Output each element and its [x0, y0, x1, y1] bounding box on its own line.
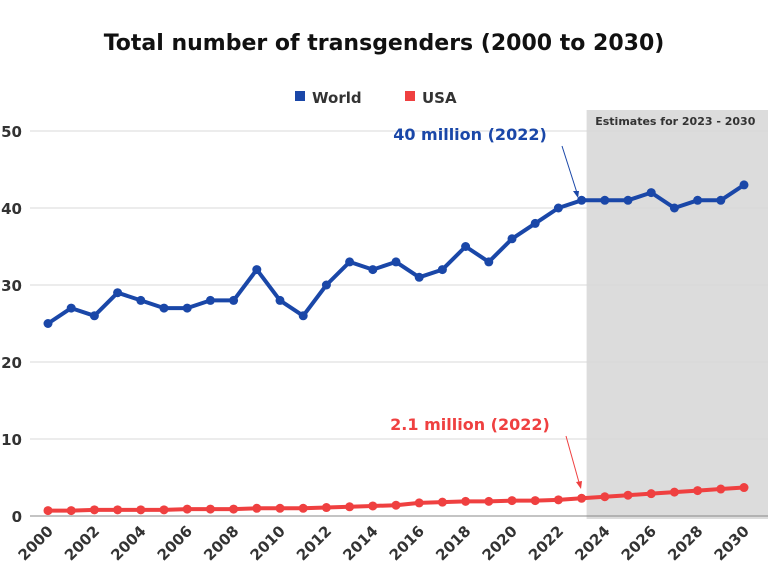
data-point: [113, 288, 123, 298]
data-point: [368, 265, 378, 275]
data-point: [391, 500, 401, 510]
data-point: [298, 503, 308, 513]
data-point: [298, 311, 308, 321]
data-point: [484, 257, 494, 267]
data-point: [669, 203, 679, 213]
data-point: [530, 496, 540, 506]
data-point: [669, 487, 679, 497]
data-point: [437, 265, 447, 275]
arrow-head-icon: [573, 191, 579, 198]
data-point: [182, 504, 192, 514]
x-tick-label: 2022: [525, 522, 567, 564]
data-point: [136, 295, 146, 305]
data-point: [739, 180, 749, 190]
annotation-usa: 2.1 million (2022): [390, 415, 550, 434]
x-tick-label: 2020: [479, 522, 521, 564]
data-point: [368, 501, 378, 511]
x-tick-label: 2028: [664, 522, 706, 564]
data-point: [693, 486, 703, 496]
data-point: [391, 257, 401, 267]
data-point: [159, 303, 169, 313]
data-point: [89, 505, 99, 515]
annotation-arrow: [565, 435, 581, 487]
x-tick-label: 2000: [15, 522, 57, 564]
data-point: [553, 203, 563, 213]
data-point: [484, 496, 494, 506]
data-point: [43, 319, 53, 328]
data-point: [252, 503, 262, 513]
data-point: [739, 483, 749, 493]
y-tick-label: 0: [12, 508, 22, 526]
data-point: [507, 496, 517, 506]
data-point: [66, 506, 76, 516]
x-tick-label: 2030: [711, 522, 753, 564]
data-point: [205, 504, 215, 514]
data-point: [321, 503, 331, 513]
data-point: [716, 195, 726, 205]
data-point: [530, 218, 540, 228]
legend-label: World: [312, 89, 362, 107]
data-point: [89, 311, 99, 321]
x-tick-label: 2006: [154, 522, 196, 564]
x-tick-label: 2002: [61, 522, 103, 564]
data-point: [345, 502, 355, 512]
data-point: [461, 242, 471, 251]
legend-label: USA: [422, 89, 457, 107]
data-point: [600, 195, 610, 205]
estimates-shaded-region: [586, 110, 768, 519]
data-point: [716, 484, 726, 494]
chart-title: Total number of transgenders (2000 to 20…: [104, 31, 665, 56]
x-tick-label: 2004: [107, 522, 149, 564]
data-point: [553, 495, 563, 505]
y-tick-label: 20: [1, 354, 22, 372]
data-point: [507, 234, 517, 244]
y-tick-label: 10: [1, 431, 22, 449]
x-tick-label: 2012: [293, 522, 335, 564]
data-point: [577, 195, 587, 205]
x-tick-label: 2016: [386, 522, 428, 564]
data-point: [159, 505, 169, 515]
data-point: [113, 505, 123, 515]
data-point: [646, 188, 656, 198]
data-point: [577, 493, 587, 503]
data-point: [229, 504, 239, 514]
x-tick-label: 2014: [339, 522, 381, 564]
data-point: [461, 496, 471, 506]
y-tick-label: 40: [1, 200, 22, 218]
data-point: [623, 490, 633, 500]
data-point: [600, 492, 610, 502]
estimates-label: Estimates for 2023 - 2030: [595, 115, 755, 128]
data-point: [646, 489, 656, 499]
legend-marker: [295, 91, 305, 101]
data-point: [345, 257, 355, 267]
x-tick-label: 2026: [618, 522, 660, 564]
data-point: [66, 303, 76, 313]
data-point: [43, 506, 53, 516]
annotation-arrow: [561, 145, 579, 197]
data-point: [275, 295, 285, 305]
x-tick-label: 2018: [432, 522, 474, 564]
data-point: [437, 497, 447, 507]
x-tick-label: 2024: [571, 522, 613, 564]
y-tick-label: 50: [1, 123, 22, 141]
y-tick-label: 30: [1, 277, 22, 295]
data-point: [414, 498, 424, 508]
data-point: [414, 272, 424, 282]
annotation-world: 40 million (2022): [393, 125, 547, 144]
data-point: [205, 295, 215, 305]
data-point: [321, 280, 331, 290]
data-point: [252, 265, 262, 275]
arrow-head-icon: [576, 481, 582, 489]
data-point: [229, 295, 239, 305]
x-tick-label: 2010: [247, 522, 289, 564]
data-point: [693, 195, 703, 205]
data-point: [182, 303, 192, 313]
data-point: [623, 195, 633, 205]
data-point: [136, 505, 146, 515]
data-point: [275, 503, 285, 513]
x-tick-label: 2008: [200, 522, 242, 564]
legend-marker: [405, 91, 415, 101]
